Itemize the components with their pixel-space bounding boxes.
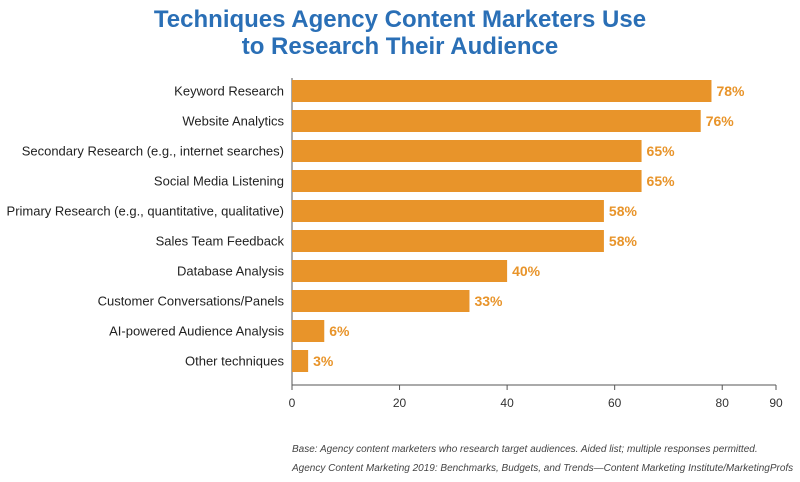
footnote-base: Base: Agency content marketers who resea… [292,444,758,455]
value-label: 6% [329,323,350,339]
x-tick-label: 80 [716,396,730,410]
x-tick-label: 40 [500,396,514,410]
category-label: AI-powered Audience Analysis [109,324,284,339]
x-tick-label: 0 [289,396,296,410]
category-label: Other techniques [185,354,285,369]
category-label: Website Analytics [182,114,284,129]
category-label: Social Media Listening [154,174,284,189]
category-label: Keyword Research [174,84,284,99]
value-label: 78% [716,83,745,99]
value-label: 58% [609,233,638,249]
bar [292,80,712,102]
bar [292,110,701,132]
value-label: 33% [474,293,503,309]
value-label: 65% [647,173,676,189]
category-label: Sales Team Feedback [156,234,285,249]
footnote-source: Agency Content Marketing 2019: Benchmark… [292,463,794,474]
category-label: Customer Conversations/Panels [98,294,285,309]
value-label: 65% [647,143,676,159]
bar [292,200,604,222]
x-tick-label: 90 [769,396,783,410]
bar [292,230,604,252]
x-tick-label: 20 [393,396,407,410]
value-label: 40% [512,263,541,279]
x-tick-label: 60 [608,396,622,410]
bar [292,320,325,342]
value-label: 3% [313,353,334,369]
bar [292,350,309,372]
chart-title-line: to Research Their Audience [242,33,559,60]
bar [292,140,642,162]
value-label: 58% [609,203,638,219]
category-label: Primary Research (e.g., quantitative, qu… [7,204,284,219]
bar [292,260,508,282]
chart-title-line: Techniques Agency Content Marketers Use [154,6,646,33]
category-label: Secondary Research (e.g., internet searc… [22,144,284,159]
bar [292,170,642,192]
category-label: Database Analysis [177,264,284,279]
bar [292,290,470,312]
value-label: 76% [706,113,735,129]
